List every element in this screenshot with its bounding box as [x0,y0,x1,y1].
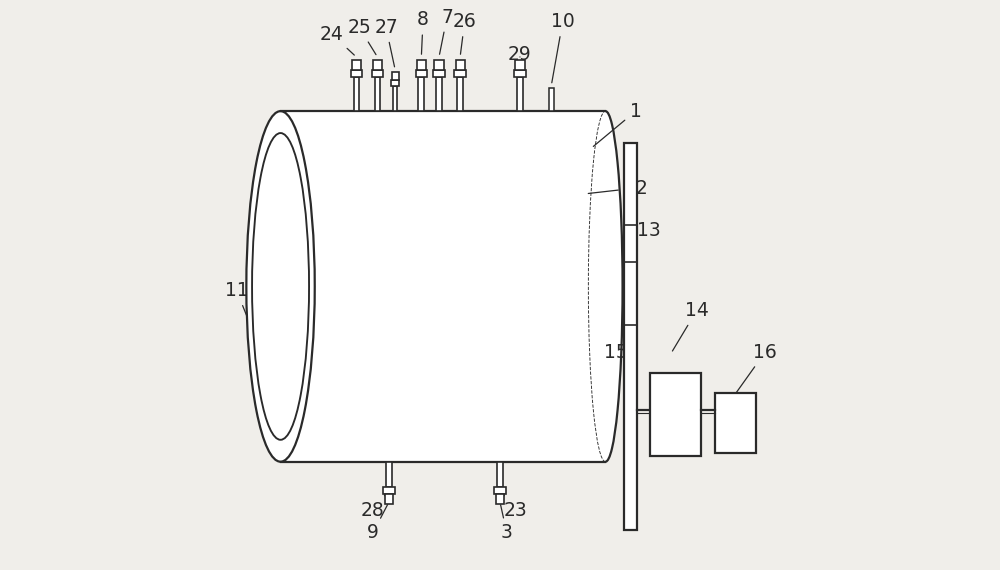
Text: 16: 16 [717,343,777,420]
Bar [375,77,380,111]
Text: 28: 28 [361,492,387,520]
Bar [454,70,466,77]
Ellipse shape [588,111,623,462]
Ellipse shape [246,111,315,462]
Bar [391,80,399,86]
Text: 9: 9 [367,504,388,543]
Bar [436,77,442,111]
Text: 1: 1 [593,101,642,146]
Bar [497,462,503,487]
Text: 27: 27 [374,18,398,67]
Bar [373,60,382,70]
Bar [517,77,523,111]
Bar [383,487,395,494]
Bar [434,60,444,70]
Bar [715,393,756,453]
Text: 10: 10 [551,12,575,83]
Bar [515,60,525,70]
Bar [457,77,463,111]
Bar [351,70,362,77]
Text: 24: 24 [320,25,354,55]
Bar [385,494,393,504]
Bar [514,70,526,77]
Bar [494,487,506,494]
Bar [417,60,426,70]
Bar [624,142,637,530]
Text: 12: 12 [588,178,648,198]
Bar [386,462,392,487]
Text: 26: 26 [453,12,477,54]
Bar [393,86,397,111]
Bar [433,70,445,77]
Text: 11: 11 [225,281,249,316]
Bar [496,494,504,504]
Text: 7: 7 [440,7,453,54]
Polygon shape [281,111,605,462]
Bar [392,72,399,80]
Text: 15: 15 [604,343,628,365]
Text: 23: 23 [502,492,528,520]
Bar [456,60,465,70]
Text: 8: 8 [417,10,429,54]
Text: 29: 29 [508,44,532,64]
Bar [372,70,383,77]
Bar [354,77,359,111]
Text: 3: 3 [501,505,513,543]
Bar [418,77,424,111]
Text: 14: 14 [672,301,709,351]
Text: 13: 13 [627,221,661,244]
Bar [549,88,554,111]
Bar [416,70,427,77]
Bar [650,373,701,456]
Text: 25: 25 [347,18,376,55]
Bar [352,60,361,70]
